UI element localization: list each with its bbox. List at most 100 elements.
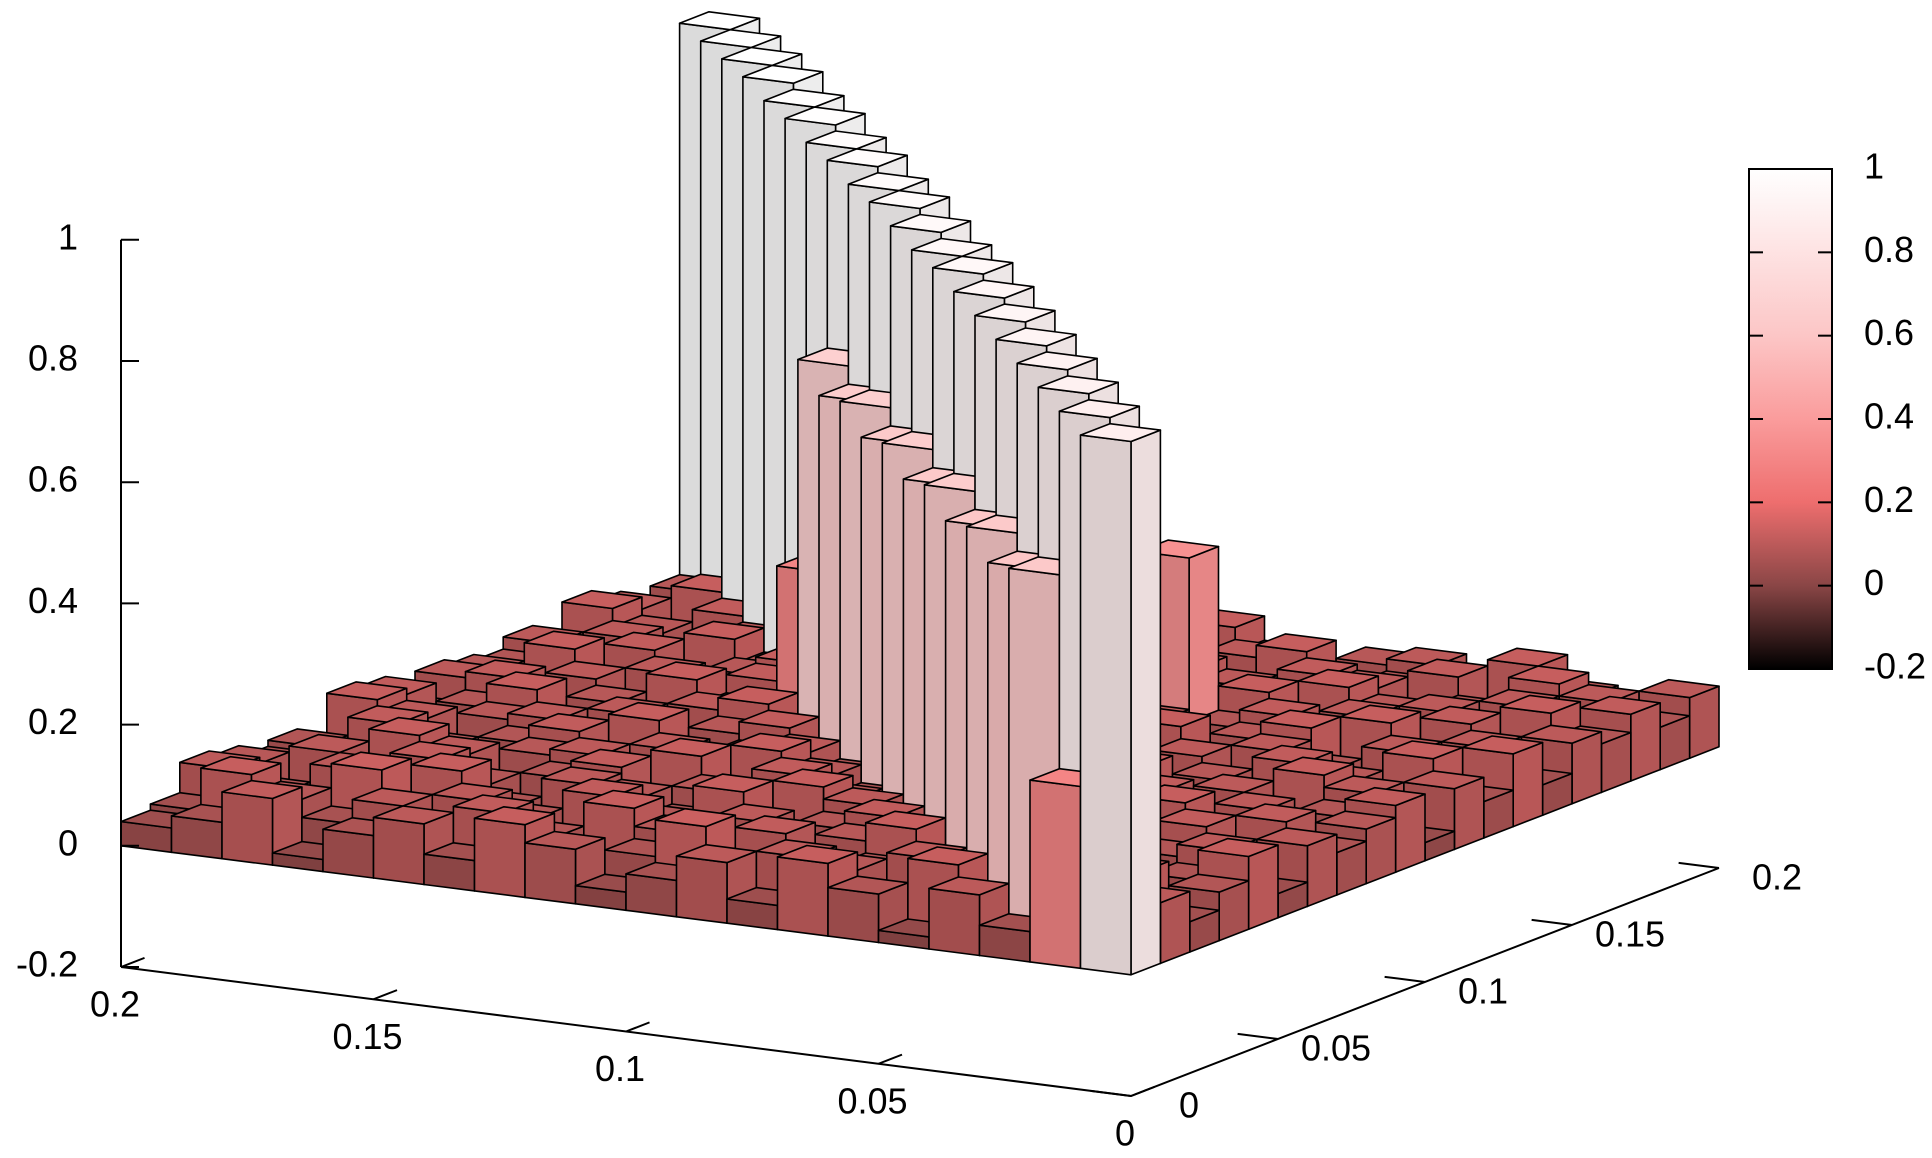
bar	[827, 875, 909, 944]
bar-top	[953, 279, 1035, 299]
bar-top	[729, 732, 812, 753]
bar-top	[582, 789, 665, 810]
bar-top	[1235, 803, 1317, 823]
bar-top	[1486, 647, 1569, 667]
y-tick-label: 0.15	[1595, 914, 1665, 955]
bar-front	[221, 791, 274, 866]
y-tick-label: 0.05	[1301, 1028, 1371, 1069]
bar-top	[1419, 705, 1502, 726]
bar-front	[625, 873, 678, 918]
bar-top	[931, 255, 1014, 275]
bar-top	[699, 28, 782, 49]
bar-top	[650, 737, 732, 758]
bar-top	[847, 172, 930, 192]
bar-top	[1339, 704, 1422, 724]
bar-front	[322, 828, 375, 879]
bar-top	[742, 64, 824, 84]
y-tick	[1237, 1032, 1279, 1040]
bar-top	[864, 810, 947, 831]
y-tick	[1384, 975, 1426, 983]
axes: 0.2 0.15 0.1 0.05 0 0 0.05 0.1 0.15 0.2 1 0.8 0.6 0.4…	[16, 216, 1802, 1153]
x-tick-label: 0.1	[595, 1048, 645, 1089]
colorbar-tick-label: 0	[1864, 562, 1884, 603]
bar-top	[776, 844, 859, 865]
x-tick-label: 0	[1115, 1113, 1135, 1154]
y-tick	[1531, 918, 1573, 926]
bar-front	[1079, 434, 1132, 976]
bar-top	[1150, 737, 1233, 758]
bar-top	[1382, 740, 1464, 760]
bar-top	[1217, 673, 1300, 694]
bar-top	[907, 846, 989, 866]
z-tick-label: 0	[58, 822, 78, 863]
bar-top	[570, 748, 652, 769]
bar-side	[1688, 685, 1720, 760]
bar-side	[1512, 741, 1544, 828]
bar-front	[372, 816, 425, 886]
bar-top	[1344, 786, 1426, 807]
z-tick-label: 1	[58, 216, 78, 257]
bar-top	[524, 830, 606, 851]
bar-top	[1520, 724, 1603, 745]
bar-front	[827, 886, 880, 944]
bar-top	[654, 807, 737, 828]
bar-top	[784, 106, 866, 126]
bar-top	[523, 630, 606, 651]
bar-top	[1499, 694, 1582, 715]
colorbar-tick-label: 0.8	[1864, 229, 1914, 270]
bar-top	[720, 46, 803, 67]
bar-top	[330, 751, 413, 771]
bar-top	[1058, 398, 1141, 419]
x-tick	[878, 1053, 903, 1065]
bar-top	[1272, 756, 1355, 777]
z-tick-label: 0.2	[28, 701, 78, 742]
y-tick	[1090, 1089, 1132, 1097]
bar-top	[928, 876, 1010, 896]
bar-front	[524, 842, 577, 905]
bar-top	[1579, 695, 1661, 716]
bar-top	[1079, 422, 1162, 443]
bar-top	[1259, 709, 1342, 729]
z-tick-label: 0.8	[28, 338, 78, 379]
x-tick-label: 0.2	[90, 984, 140, 1025]
bar-top	[910, 237, 993, 258]
bar-top	[868, 189, 951, 210]
bar-top	[1314, 810, 1397, 830]
bar-front	[776, 856, 829, 937]
bar-top	[692, 773, 774, 793]
bar-top	[351, 787, 434, 807]
bar-front	[928, 887, 981, 957]
bar-front	[675, 855, 728, 925]
colorbar-tick-label: 0.2	[1864, 479, 1914, 520]
bar-top	[325, 681, 408, 701]
bar-top	[889, 213, 972, 234]
bar-top	[1192, 773, 1275, 794]
x-tick	[1130, 1085, 1155, 1097]
bar-top	[995, 327, 1077, 347]
bar-top	[1155, 808, 1237, 828]
bar-top	[200, 755, 282, 776]
bar-top	[527, 712, 610, 733]
bar-top	[1256, 827, 1338, 847]
bar-top	[1297, 668, 1380, 689]
bar-top	[1461, 735, 1544, 755]
bar-top	[607, 701, 690, 722]
bar-top	[485, 671, 568, 691]
bar-top	[473, 805, 556, 826]
z-tick-label: 0.6	[28, 459, 78, 500]
bar-top	[805, 130, 887, 150]
x-tick-label: 0.05	[837, 1080, 907, 1121]
bar-top	[221, 779, 303, 800]
bar-side	[1453, 776, 1485, 851]
bar-top	[738, 709, 820, 729]
colorbar-tick-label: 0.4	[1864, 396, 1914, 437]
x-tick	[625, 1021, 650, 1033]
bar-top	[410, 752, 492, 772]
bar-front	[473, 817, 526, 899]
bar-top	[1406, 658, 1489, 678]
bar	[1079, 422, 1162, 976]
bar-top	[683, 620, 765, 641]
x-tick-label: 0.15	[332, 1016, 402, 1057]
